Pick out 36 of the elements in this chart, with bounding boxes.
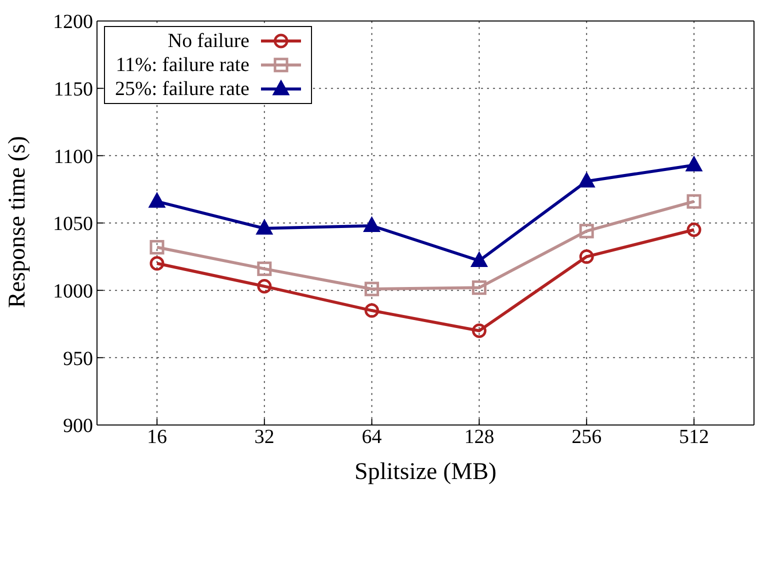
point	[472, 323, 486, 338]
point	[257, 262, 272, 276]
point	[364, 303, 380, 318]
point	[472, 280, 486, 295]
point	[257, 279, 272, 294]
point	[150, 256, 164, 271]
point	[578, 172, 595, 188]
y-tick-label: 900	[63, 415, 93, 438]
point	[364, 282, 380, 296]
point	[686, 194, 702, 209]
point	[470, 252, 488, 267]
point	[364, 216, 380, 232]
x-tick-label: 128	[464, 426, 494, 448]
x-tick-label: 16	[147, 426, 167, 448]
point	[686, 156, 702, 172]
legend-label: No failure	[168, 30, 250, 52]
y-tick-label: 1150	[54, 78, 93, 100]
x-axis-title: Splitsize (MB)	[354, 459, 496, 485]
y-tick-label: 1050	[53, 213, 93, 236]
y-axis-title: Response time (s)	[4, 136, 31, 308]
legend-label: 25%: failure rate	[115, 78, 250, 100]
point	[579, 249, 594, 264]
x-tick-label: 256	[572, 426, 602, 448]
y-tick-label: 1000	[53, 280, 93, 302]
y-tick-label: 950	[63, 348, 93, 370]
point	[256, 220, 273, 235]
x-tick-label: 32	[254, 426, 274, 448]
x-tick-label: 64	[362, 426, 382, 448]
legend-label: 11%: failure rate	[116, 54, 250, 76]
point	[686, 222, 702, 237]
x-tick-label: 512	[679, 426, 709, 448]
point	[150, 240, 164, 254]
y-tick-label: 1100	[54, 146, 93, 168]
y-tick-label: 1200	[53, 11, 93, 34]
point	[148, 192, 166, 208]
point	[579, 224, 594, 238]
